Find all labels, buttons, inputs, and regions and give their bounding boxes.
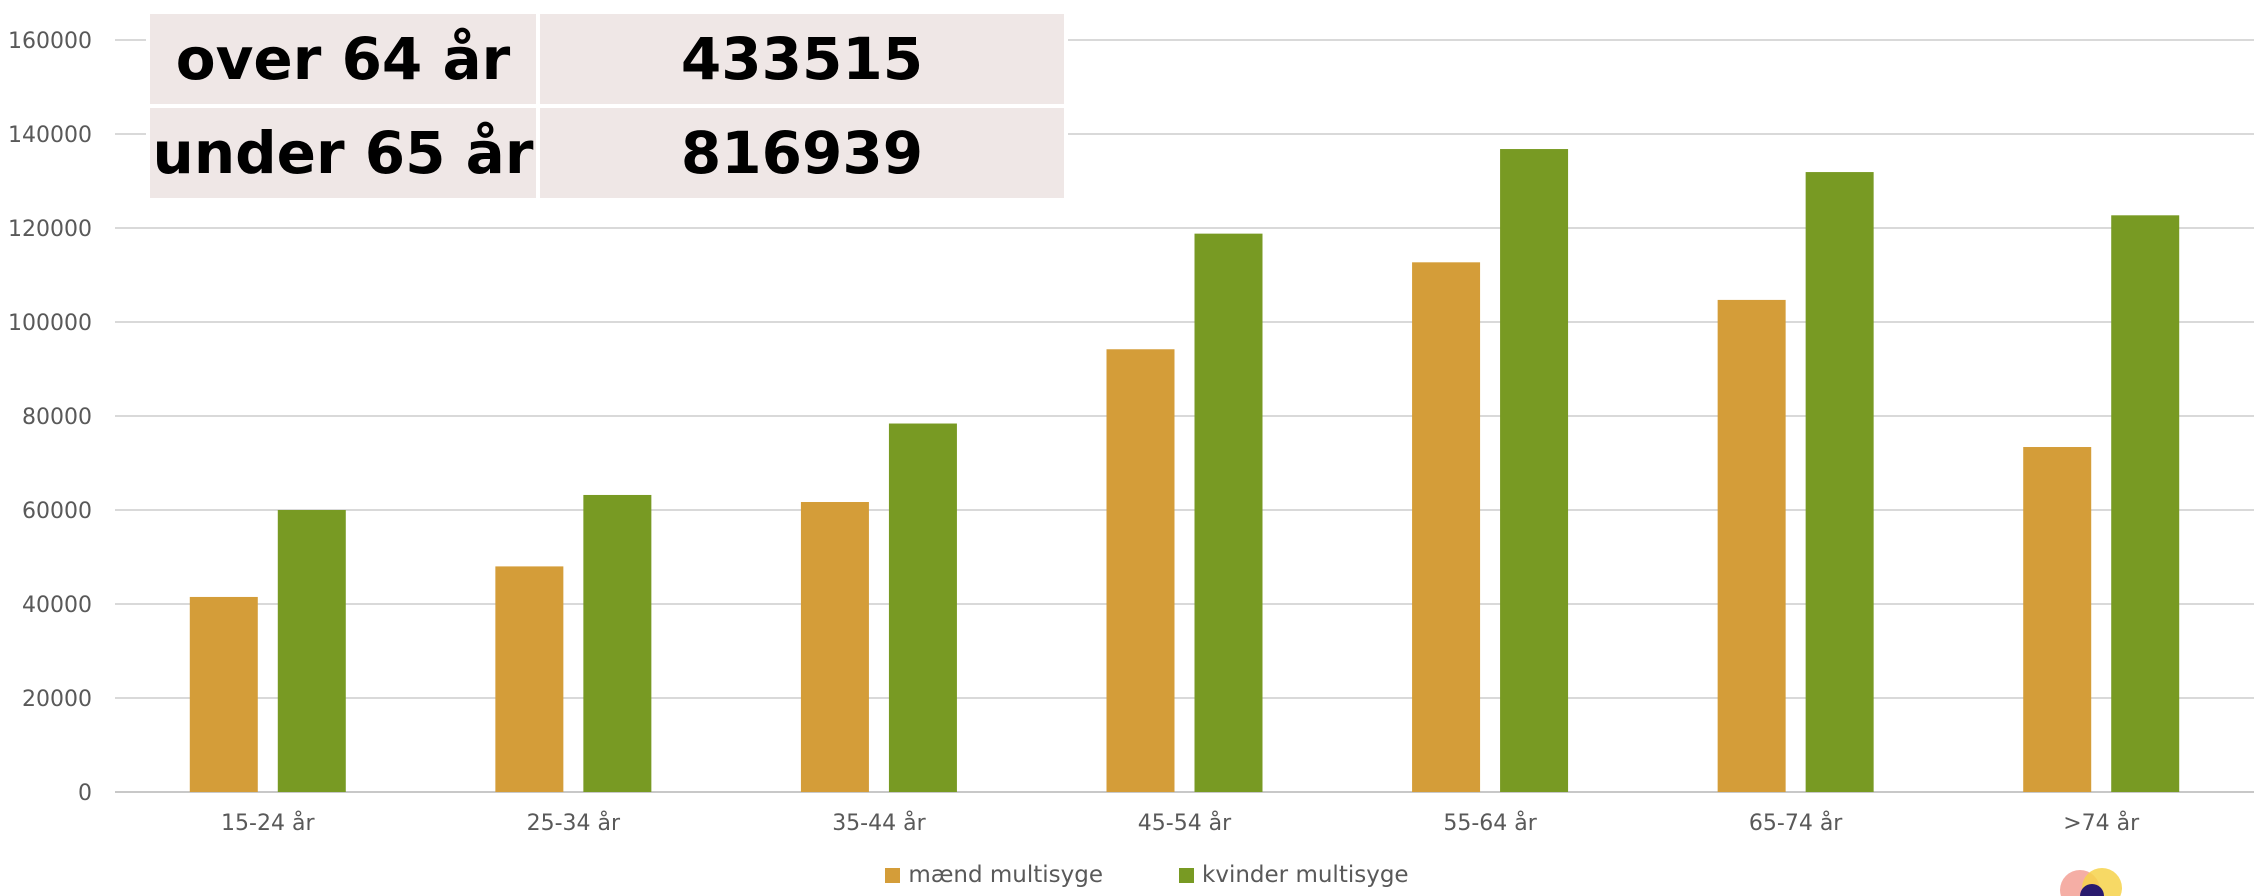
legend: mænd multisyge kvinder multisyge — [0, 862, 2254, 888]
legend-swatch — [885, 867, 901, 883]
bar-kvinder — [583, 494, 652, 792]
bar-kvinder — [1500, 149, 1569, 793]
legend-label: mænd multisyge — [908, 862, 1104, 888]
bar-kvinder — [2111, 215, 2180, 792]
y-tick-label: 60000 — [22, 499, 92, 524]
legend-swatch — [1179, 867, 1195, 883]
summary-label: under 65 år — [146, 104, 540, 202]
x-axis-ticks: 15-24 år 25-34 år 35-44 år 45-54 år 55-64 år… — [221, 810, 2140, 836]
gridlines — [115, 39, 2254, 793]
y-tick-label: 120000 — [8, 217, 92, 242]
bar-kvinder — [277, 510, 346, 792]
summary-row-over-64: over 64 år 433515 — [146, 10, 1068, 108]
summary-table: over 64 år 433515 under 65 år 816939 — [146, 10, 1068, 202]
bar-maend — [2023, 447, 2092, 792]
x-tick-label: >74 år — [2063, 810, 2140, 836]
y-tick-label: 80000 — [22, 405, 92, 430]
legend-label: kvinder multisyge — [1202, 862, 1409, 888]
summary-value: 816939 — [536, 104, 1068, 202]
y-tick-label: 160000 — [8, 29, 92, 54]
legend-item-maend: mænd multisyge — [885, 862, 1103, 888]
bar-maend — [189, 596, 258, 792]
x-tick-label: 35-44 år — [832, 810, 926, 836]
bar-maend — [1412, 262, 1481, 792]
bars — [189, 149, 2180, 793]
y-tick-label: 100000 — [8, 311, 92, 336]
x-tick-label: 55-64 år — [1443, 810, 1537, 836]
summary-value: 433515 — [536, 10, 1068, 108]
bar-kvinder — [1805, 172, 1874, 792]
x-tick-label: 15-24 år — [221, 810, 315, 836]
x-tick-label: 25-34 år — [527, 810, 621, 836]
bar-maend — [1106, 349, 1175, 792]
x-tick-label: 65-74 år — [1749, 810, 1843, 836]
logo-icon — [2060, 868, 2122, 896]
y-tick-label: 140000 — [8, 123, 92, 148]
y-tick-label: 20000 — [22, 687, 92, 712]
y-axis-ticks: 0 20000 40000 60000 80000 100000 120000 140000 1… — [8, 29, 92, 806]
bar-kvinder — [888, 423, 957, 792]
x-tick-label: 45-54 år — [1138, 810, 1232, 836]
bar-kvinder — [1194, 233, 1263, 792]
y-tick-label: 40000 — [22, 593, 92, 618]
bar-maend — [800, 502, 869, 792]
bar-maend — [495, 566, 564, 792]
legend-item-kvinder: kvinder multisyge — [1179, 862, 1409, 888]
summary-label: over 64 år — [146, 10, 540, 108]
summary-row-under-65: under 65 år 816939 — [146, 104, 1068, 202]
bar-maend — [1717, 299, 1786, 792]
y-tick-label: 0 — [78, 781, 92, 806]
